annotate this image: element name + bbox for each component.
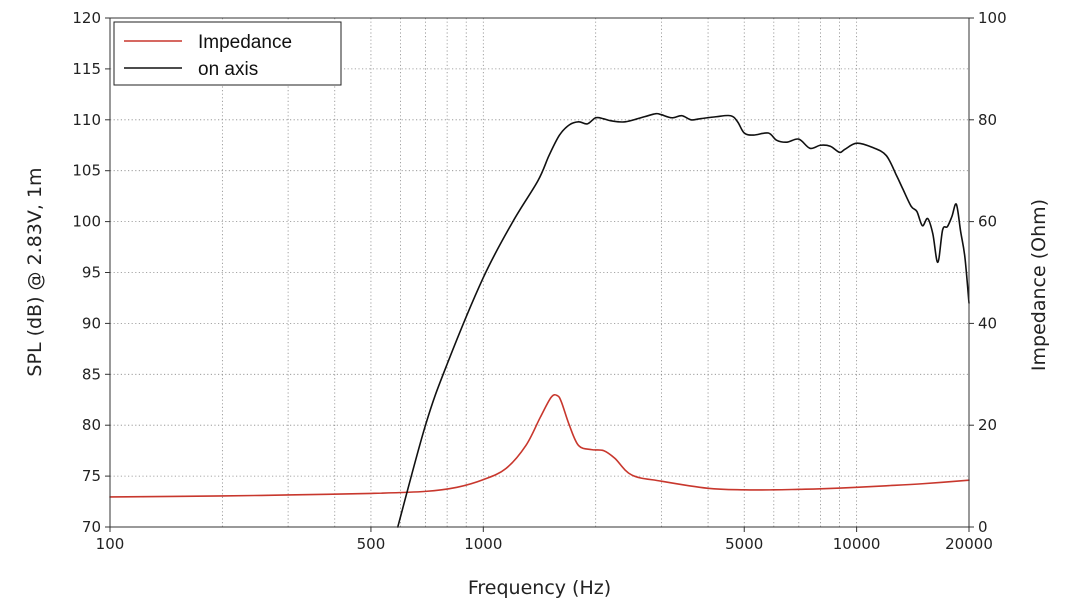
y-tick-label: 120 [72, 9, 101, 27]
series-line-impedance [109, 393, 970, 498]
x-tick-label: 10000 [833, 535, 881, 553]
y-tick-label: 75 [82, 467, 101, 485]
x-tick-label: 100 [96, 535, 125, 553]
x-axis-title: Frequency (Hz) [468, 577, 611, 599]
y-tick-label: 115 [72, 60, 101, 78]
x-tick-label: 500 [357, 535, 386, 553]
y-tick-label: 95 [82, 264, 101, 282]
series-layer [109, 112, 970, 528]
y2-tick-label: 60 [978, 213, 997, 231]
y-tick-label: 70 [82, 518, 101, 536]
y-axis-title: SPL (dB) @ 2.83V, 1m [24, 167, 46, 376]
y2-tick-label: 100 [978, 9, 1007, 27]
y-tick-label: 80 [82, 416, 101, 434]
series-line-on-axis [396, 112, 970, 528]
ticks-layer: 70 75 80 85 90 95 100 105 110 115 120 0 20 40 60 80 100 1… [72, 9, 1006, 553]
grid-layer [110, 18, 969, 527]
legend-box [113, 21, 342, 86]
legend-label-on-axis: on axis [198, 59, 258, 80]
y-tick-label: 85 [82, 365, 101, 383]
x-tick-label: 5000 [725, 535, 763, 553]
y-tick-label: 105 [72, 162, 101, 180]
x-tick-label: 20000 [945, 535, 993, 553]
y2-tick-label: 20 [978, 416, 997, 434]
y2-tick-label: 80 [978, 111, 997, 129]
y2-axis-title: Impedance (Ohm) [1028, 199, 1050, 371]
legend-label-impedance: Impedance [198, 32, 292, 53]
legend: Impedance on axis [113, 21, 342, 86]
y2-tick-label: 0 [978, 518, 988, 536]
y-tick-label: 100 [72, 213, 101, 231]
y-tick-label: 110 [72, 111, 101, 129]
y2-tick-label: 40 [978, 314, 997, 332]
x-tick-label: 1000 [464, 535, 502, 553]
y-tick-label: 90 [82, 314, 101, 332]
